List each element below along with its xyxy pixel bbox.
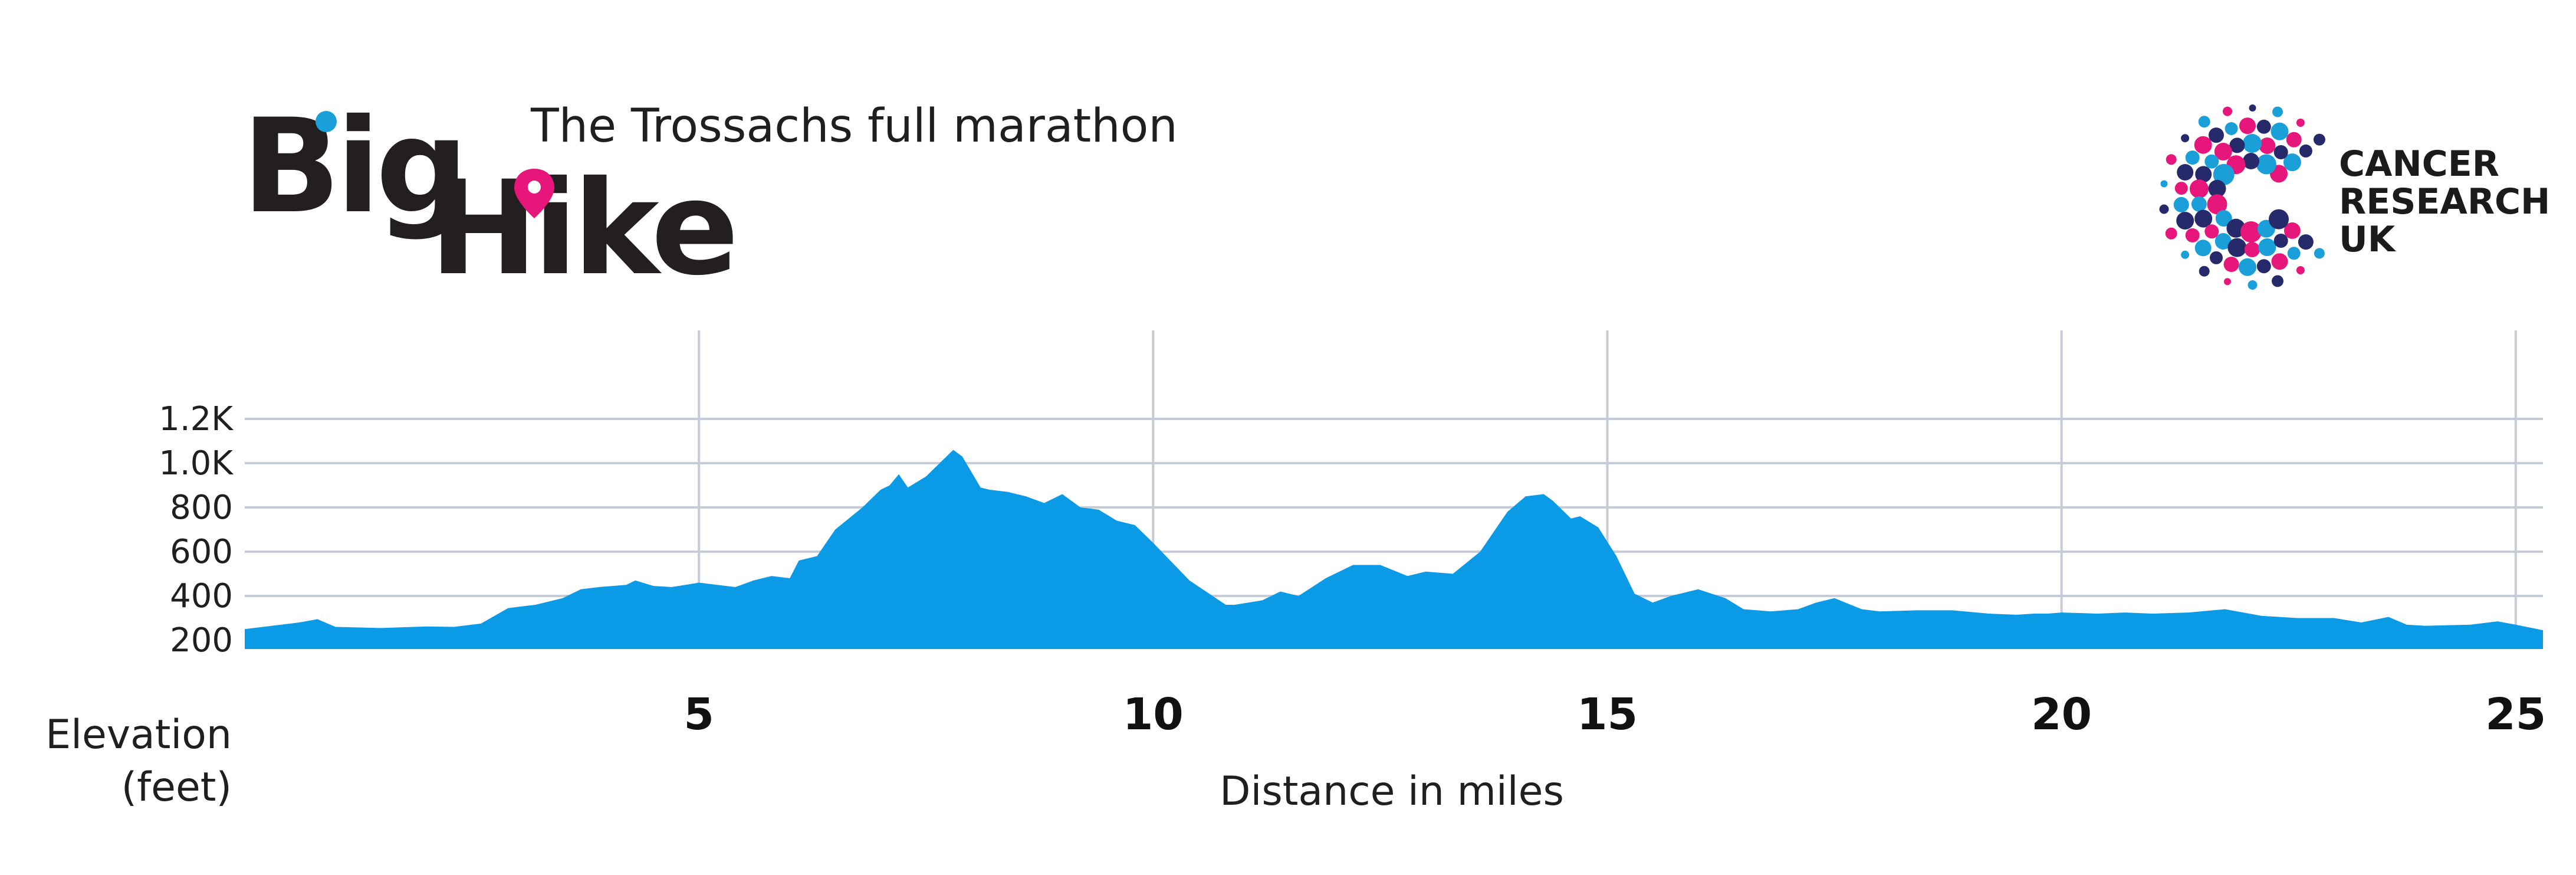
cruk-dot bbox=[2313, 133, 2325, 146]
cruk-dot bbox=[2227, 238, 2247, 257]
cruk-line-3: UK bbox=[2339, 219, 2397, 260]
y-tick-label-200: 200 bbox=[170, 621, 233, 660]
cruk-dot bbox=[2286, 132, 2302, 148]
cruk-dot bbox=[2177, 164, 2194, 181]
cruk-dot bbox=[2194, 240, 2212, 257]
cruk-dot bbox=[2249, 104, 2256, 112]
cruk-dot bbox=[2271, 253, 2288, 270]
cruk-dot bbox=[2242, 134, 2262, 153]
cruk-dot bbox=[2159, 204, 2169, 214]
cruk-dot bbox=[2223, 106, 2232, 116]
cruk-dot bbox=[2191, 196, 2207, 212]
cruk-dot bbox=[2199, 266, 2210, 277]
cruk-dot bbox=[2208, 179, 2226, 198]
cruk-dot bbox=[2214, 143, 2232, 160]
cruk-dot bbox=[2185, 150, 2200, 165]
y-tick-label-1000: 1.0K bbox=[159, 444, 234, 483]
y-axis-label-line-2: (feet) bbox=[121, 764, 232, 811]
cruk-dot bbox=[2176, 212, 2194, 230]
cruk-dot bbox=[2209, 127, 2224, 143]
y-tick-label-800: 800 bbox=[170, 489, 233, 527]
cruk-dot bbox=[2287, 247, 2301, 260]
cruk-dot bbox=[2273, 145, 2288, 159]
cruk-dot bbox=[2272, 106, 2283, 117]
cruk-dot bbox=[2258, 238, 2276, 256]
cruk-dot bbox=[2248, 280, 2258, 290]
x-tick-labels: 5 10 15 20 25 bbox=[684, 689, 2546, 740]
x-tick-label-15: 15 bbox=[1577, 689, 1638, 740]
y-tick-label-1200: 1.2K bbox=[159, 400, 234, 438]
cruk-dot bbox=[2189, 179, 2209, 199]
cruk-dot bbox=[2198, 116, 2210, 128]
location-pin-hole bbox=[528, 181, 541, 194]
cruk-dot bbox=[2166, 154, 2177, 165]
cruk-dot bbox=[2314, 248, 2325, 259]
page-title: The Trossachs full marathon bbox=[530, 100, 1178, 153]
cruk-dot bbox=[2271, 122, 2289, 140]
cruk-dot bbox=[2240, 221, 2262, 242]
cruk-dot bbox=[2244, 242, 2260, 257]
x-tick-label-25: 25 bbox=[2485, 689, 2546, 740]
cruk-dot bbox=[2269, 209, 2289, 230]
cruk-dot bbox=[2298, 234, 2314, 250]
elevation-area bbox=[245, 450, 2543, 649]
cruk-dot bbox=[2223, 257, 2239, 272]
cruk-dot bbox=[2239, 117, 2256, 135]
cruk-dot bbox=[2239, 258, 2256, 276]
x-tick-label-10: 10 bbox=[1123, 689, 1184, 740]
cruk-dot bbox=[2210, 251, 2223, 264]
cruk-dot bbox=[2283, 222, 2301, 239]
cruk-dot bbox=[2165, 227, 2177, 240]
logo-hike-text: Hike bbox=[429, 153, 734, 304]
cruk-dot bbox=[2204, 154, 2219, 169]
cruk-dot bbox=[2273, 234, 2288, 248]
cruk-dot bbox=[2214, 233, 2232, 250]
cruk-dot bbox=[2256, 119, 2271, 134]
cruk-dot bbox=[2224, 278, 2231, 286]
cruk-dot bbox=[2272, 275, 2283, 287]
elevation-chart: 200 400 600 800 1.0K 1.2K 5 10 15 20 25 bbox=[159, 330, 2546, 740]
cruk-line-1: CANCER bbox=[2339, 143, 2499, 185]
cruk-dot bbox=[2225, 122, 2238, 135]
cruk-dot bbox=[2256, 259, 2271, 274]
cruk-dot bbox=[2204, 224, 2219, 239]
cruk-dot bbox=[2173, 196, 2189, 212]
x-axis-label: Distance in miles bbox=[1220, 768, 1564, 815]
cruk-dot bbox=[2296, 266, 2305, 274]
x-tick-label-5: 5 bbox=[684, 689, 714, 740]
cruk-dot bbox=[2181, 134, 2190, 143]
cruk-dot bbox=[2181, 250, 2190, 259]
cruk-dot bbox=[2259, 137, 2276, 154]
y-axis-label-line-1: Elevation bbox=[45, 712, 232, 758]
cruk-dot bbox=[2213, 163, 2235, 185]
cruk-dot bbox=[2299, 144, 2312, 158]
cruk-dot bbox=[2185, 228, 2200, 242]
big-hike-logo: Big Hike bbox=[242, 91, 739, 304]
cruk-dot bbox=[2296, 119, 2305, 127]
cruk-dot bbox=[2195, 166, 2212, 183]
cruk-dot bbox=[2194, 209, 2213, 228]
cruk-dot bbox=[2207, 194, 2227, 215]
logo-dot-icon bbox=[316, 111, 337, 132]
y-tick-label-600: 600 bbox=[170, 533, 233, 571]
cruk-line-2: RESEARCH bbox=[2339, 181, 2550, 222]
x-tick-label-20: 20 bbox=[2031, 689, 2092, 740]
cruk-dot bbox=[2283, 153, 2301, 172]
y-tick-label-400: 400 bbox=[170, 577, 233, 615]
logo-big-text: Big bbox=[242, 91, 464, 242]
cruk-dots-icon bbox=[2159, 104, 2325, 290]
cruk-dot bbox=[2194, 136, 2212, 154]
cancer-research-uk-logo: CANCER RESEARCH UK bbox=[2159, 104, 2550, 290]
cruk-dot bbox=[2215, 210, 2232, 227]
y-tick-labels: 200 400 600 800 1.0K 1.2K bbox=[159, 400, 234, 660]
cruk-dot bbox=[2229, 137, 2245, 153]
cruk-dot bbox=[2243, 153, 2259, 169]
cruk-dot bbox=[2160, 180, 2168, 188]
cruk-dot bbox=[2256, 154, 2276, 175]
cruk-dot bbox=[2174, 182, 2188, 195]
